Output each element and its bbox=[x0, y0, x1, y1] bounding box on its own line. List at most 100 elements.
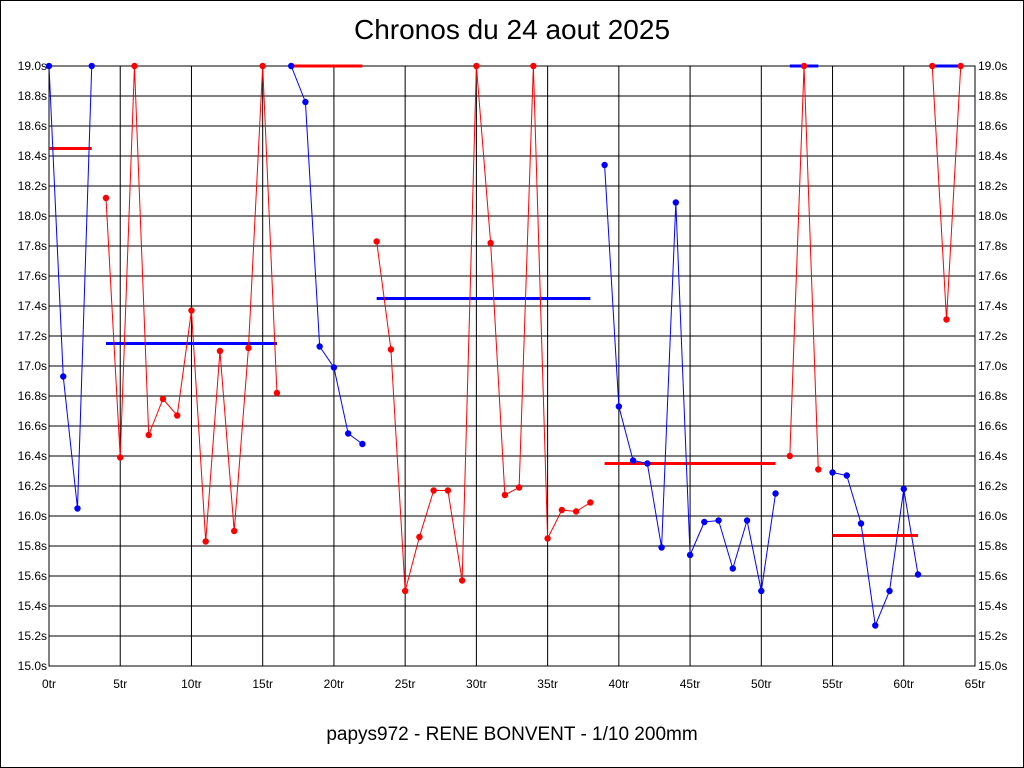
y-tick-label-left: 16.0s bbox=[18, 509, 47, 523]
series-line bbox=[290, 65, 363, 445]
y-tick-label-left: 17.4s bbox=[18, 299, 47, 313]
y-tick-label-left: 15.6s bbox=[18, 569, 47, 583]
data-point bbox=[401, 587, 409, 595]
y-tick-label-right: 16.6s bbox=[978, 419, 1007, 433]
data-point bbox=[458, 577, 466, 584]
data-point bbox=[45, 62, 53, 70]
data-point bbox=[387, 346, 395, 353]
y-tick-label-left: 18.0s bbox=[18, 209, 47, 223]
y-tick-label-left: 17.0s bbox=[18, 359, 47, 373]
data-point bbox=[88, 62, 95, 70]
y-tick-label-right: 16.0s bbox=[978, 509, 1007, 523]
data-point bbox=[359, 440, 366, 448]
data-point bbox=[131, 62, 138, 70]
data-point bbox=[330, 364, 338, 371]
y-tick-label-right: 15.4s bbox=[978, 599, 1007, 613]
data-point bbox=[587, 499, 594, 506]
y-tick-label-right: 18.6s bbox=[978, 119, 1007, 133]
data-point bbox=[316, 343, 323, 350]
data-point bbox=[117, 454, 124, 461]
x-tick-label: 0tr bbox=[42, 677, 56, 691]
y-tick-label-right: 15.8s bbox=[978, 539, 1007, 553]
y-tick-label-left: 16.8s bbox=[18, 389, 47, 403]
data-point bbox=[515, 484, 523, 491]
data-point bbox=[145, 431, 152, 439]
data-point bbox=[772, 490, 779, 497]
data-point bbox=[644, 460, 651, 467]
y-tick-label-left: 17.8s bbox=[18, 239, 47, 253]
series-line bbox=[376, 65, 591, 592]
y-tick-label-right: 15.6s bbox=[978, 569, 1007, 583]
data-point bbox=[900, 485, 907, 493]
data-point bbox=[60, 373, 67, 380]
series-line bbox=[931, 65, 962, 320]
series-line bbox=[832, 472, 919, 628]
data-point bbox=[416, 533, 423, 541]
data-point bbox=[672, 199, 680, 206]
y-tick-label-left: 15.8s bbox=[18, 539, 47, 553]
data-point bbox=[829, 469, 836, 476]
y-tick-label-left: 19.0s bbox=[18, 59, 47, 73]
y-tick-label-left: 18.6s bbox=[18, 119, 47, 133]
data-point bbox=[245, 344, 252, 352]
x-tick-label: 50tr bbox=[751, 677, 772, 691]
data-point bbox=[373, 238, 380, 245]
y-tick-label-right: 15.0s bbox=[978, 659, 1007, 673]
y-tick-label-left: 16.4s bbox=[18, 449, 47, 463]
data-point bbox=[344, 430, 352, 437]
data-point bbox=[302, 98, 309, 106]
data-point bbox=[715, 517, 722, 524]
y-tick-label-right: 17.6s bbox=[978, 269, 1007, 283]
y-tick-label-left: 15.0s bbox=[18, 659, 47, 673]
y-tick-label-right: 17.4s bbox=[978, 299, 1007, 313]
grid bbox=[48, 65, 976, 667]
y-tick-label-left: 16.6s bbox=[18, 419, 47, 433]
series-line bbox=[48, 65, 93, 509]
x-tick-label: 60tr bbox=[893, 677, 914, 691]
y-tick-label-right: 19.0s bbox=[978, 59, 1007, 73]
data-point bbox=[444, 487, 452, 494]
y-tick-label-right: 18.0s bbox=[978, 209, 1007, 223]
series-line bbox=[789, 65, 819, 470]
x-tick-label: 40tr bbox=[609, 677, 630, 691]
y-tick-label-left: 17.6s bbox=[18, 269, 47, 283]
y-tick-label-right: 17.2s bbox=[978, 329, 1007, 343]
data-point bbox=[729, 565, 737, 572]
x-tick-label: 25tr bbox=[395, 677, 416, 691]
data-point bbox=[914, 571, 922, 578]
data-point bbox=[216, 347, 224, 355]
y-tick-label-right: 16.4s bbox=[978, 449, 1007, 463]
data-point bbox=[658, 544, 665, 551]
data-point bbox=[530, 62, 537, 70]
series-lines bbox=[48, 65, 962, 628]
y-tick-label-left: 16.2s bbox=[18, 479, 47, 493]
data-point bbox=[572, 508, 580, 515]
x-tick-label: 15tr bbox=[252, 677, 273, 691]
data-point bbox=[786, 452, 793, 460]
data-point bbox=[943, 316, 950, 323]
data-point bbox=[544, 535, 551, 542]
y-tick-label-left: 17.2s bbox=[18, 329, 47, 343]
y-tick-label-right: 16.8s bbox=[978, 389, 1007, 403]
data-point bbox=[957, 62, 964, 70]
y-tick-label-right: 18.2s bbox=[978, 179, 1007, 193]
y-tick-label-right: 15.2s bbox=[978, 629, 1007, 643]
data-point bbox=[430, 487, 437, 494]
data-point bbox=[929, 62, 936, 70]
y-tick-label-right: 16.2s bbox=[978, 479, 1007, 493]
data-point bbox=[857, 520, 865, 527]
data-point bbox=[188, 307, 195, 314]
data-point bbox=[843, 472, 850, 479]
chart-subtitle: papys972 - RENE BONVENT - 1/10 200mm bbox=[326, 724, 698, 745]
data-point bbox=[886, 587, 893, 595]
average-lines bbox=[49, 64, 961, 537]
data-point bbox=[174, 412, 181, 419]
data-point bbox=[231, 527, 238, 535]
data-point bbox=[287, 62, 295, 70]
data-point bbox=[743, 517, 751, 524]
x-tick-label: 30tr bbox=[466, 677, 487, 691]
y-tick-label-right: 17.8s bbox=[978, 239, 1007, 253]
y-tick-label-left: 15.2s bbox=[18, 629, 47, 643]
y-tick-label-right: 18.8s bbox=[978, 89, 1007, 103]
